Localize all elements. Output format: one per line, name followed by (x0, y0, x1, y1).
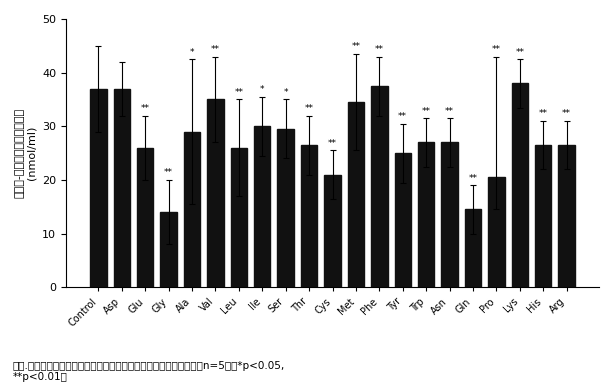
Text: **: ** (351, 42, 360, 51)
Text: **: ** (492, 45, 501, 54)
Bar (488, 177, 505, 287)
Bar (254, 126, 271, 287)
Bar (278, 129, 294, 287)
Bar (511, 83, 528, 287)
Bar (418, 142, 434, 287)
Text: **: ** (141, 104, 150, 113)
Bar (184, 132, 200, 287)
Text: **: ** (468, 174, 478, 183)
Bar (160, 212, 177, 287)
Bar (208, 99, 223, 287)
Text: **: ** (211, 45, 220, 54)
Bar (301, 145, 317, 287)
Text: **: ** (445, 106, 454, 115)
Bar (324, 175, 341, 287)
Text: **: ** (398, 112, 407, 121)
Bar (441, 142, 457, 287)
Y-axis label: 血中３-メチルヒスチジン濃度
(nmol/ml): 血中３-メチルヒスチジン濃度 (nmol/ml) (15, 108, 37, 198)
Text: **: ** (305, 104, 314, 113)
Text: **: ** (515, 48, 524, 57)
Text: **: ** (422, 106, 430, 115)
Text: **: ** (375, 45, 384, 54)
Text: **: ** (328, 139, 337, 148)
Bar (114, 89, 130, 287)
Text: *: * (190, 48, 194, 57)
Text: **: ** (164, 168, 173, 177)
Bar (535, 145, 551, 287)
Bar (558, 145, 575, 287)
Text: *: * (260, 85, 265, 94)
Text: **: ** (562, 109, 571, 118)
Bar (371, 86, 387, 287)
Text: *: * (284, 88, 288, 97)
Bar (348, 102, 364, 287)
Bar (137, 148, 154, 287)
Text: **: ** (235, 88, 243, 97)
Text: 図１.鶏ヒナの骨格筋タンパク質分解に対する各種アミノ酸の影響（n=5，　*p<0.05,
**p<0.01）: 図１.鶏ヒナの骨格筋タンパク質分解に対する各種アミノ酸の影響（n=5， *p<0… (12, 361, 284, 382)
Bar (90, 89, 107, 287)
Bar (465, 209, 481, 287)
Bar (231, 148, 247, 287)
Text: **: ** (538, 109, 548, 118)
Bar (395, 153, 411, 287)
